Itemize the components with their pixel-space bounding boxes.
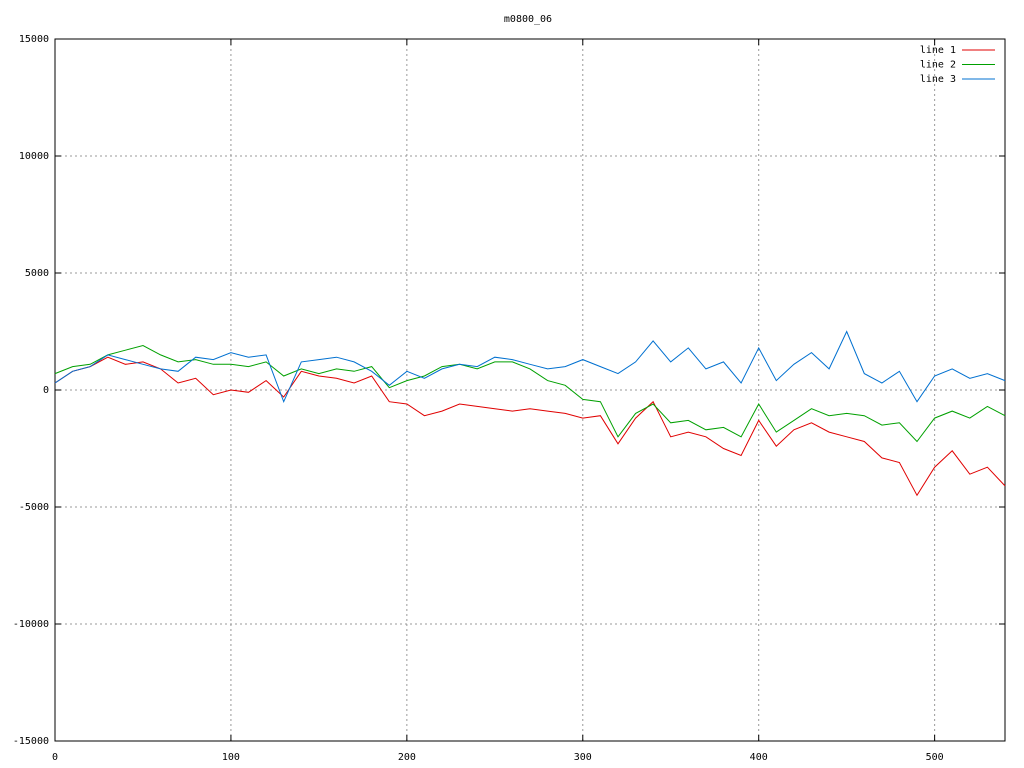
x-tick-label: 500 — [926, 752, 944, 763]
series-line — [54, 356, 1006, 497]
chart-title: m0800_06 — [504, 14, 552, 25]
y-tick-label: 0 — [43, 385, 49, 396]
legend-label: line 3 — [920, 74, 956, 85]
y-tick-label: 5000 — [25, 268, 49, 279]
x-tick-label: 300 — [574, 752, 592, 763]
x-tick-label: 400 — [750, 752, 768, 763]
x-tick-label: 100 — [222, 752, 240, 763]
legend-label: line 1 — [920, 45, 956, 56]
series-line — [54, 330, 1006, 404]
plot-frame — [54, 38, 1006, 742]
legend-label: line 2 — [920, 60, 956, 71]
series-line — [54, 344, 1006, 443]
x-tick-label: 200 — [398, 752, 416, 763]
y-tick-label: 10000 — [19, 151, 49, 162]
y-tick-label: -10000 — [13, 619, 49, 630]
y-tick-label: -15000 — [13, 736, 49, 747]
y-tick-label: 15000 — [19, 34, 49, 45]
x-tick-label: 0 — [52, 752, 58, 763]
y-tick-label: -5000 — [19, 502, 49, 513]
